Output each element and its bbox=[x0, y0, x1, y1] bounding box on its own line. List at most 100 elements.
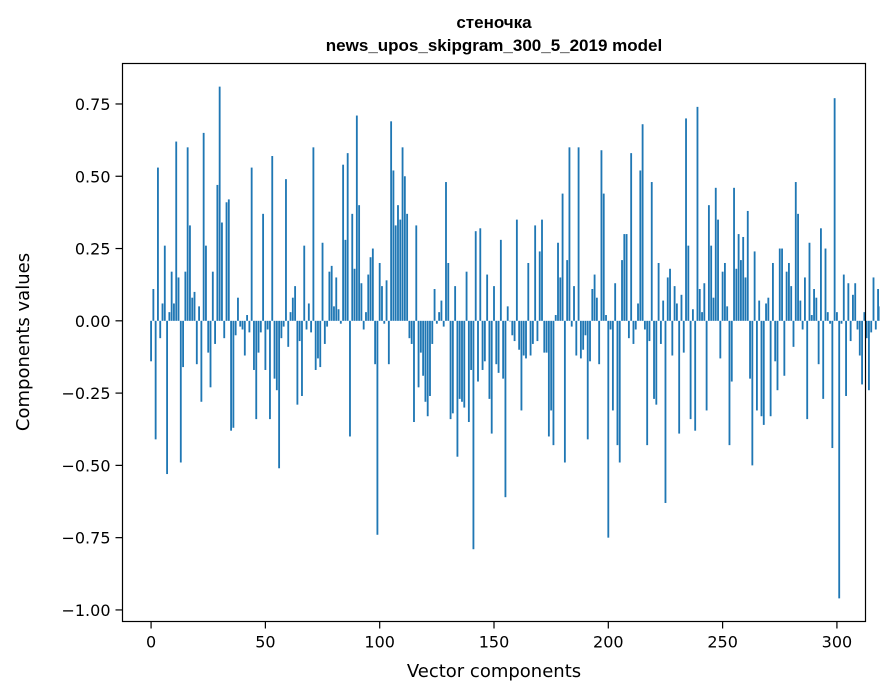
bar bbox=[495, 320, 498, 365]
bar bbox=[790, 286, 793, 321]
bar bbox=[467, 320, 470, 423]
bar bbox=[655, 320, 658, 405]
bar bbox=[669, 268, 671, 321]
bar bbox=[504, 320, 507, 498]
bar bbox=[863, 312, 866, 321]
bar bbox=[321, 242, 324, 321]
bar bbox=[287, 320, 290, 347]
bar bbox=[477, 320, 479, 382]
bar bbox=[664, 320, 667, 503]
bar bbox=[662, 300, 665, 321]
bar bbox=[337, 309, 340, 321]
bar bbox=[739, 260, 742, 321]
bar bbox=[742, 236, 745, 321]
bar bbox=[840, 320, 843, 324]
bar bbox=[579, 320, 582, 359]
bar bbox=[621, 260, 623, 321]
bar bbox=[744, 277, 747, 321]
bar bbox=[463, 320, 466, 408]
bar bbox=[653, 320, 655, 399]
bar bbox=[319, 320, 322, 368]
bar bbox=[481, 320, 484, 370]
bar bbox=[342, 164, 345, 321]
bar bbox=[557, 242, 559, 321]
bar bbox=[646, 320, 649, 446]
bar bbox=[719, 320, 722, 359]
bar bbox=[486, 274, 489, 321]
bar bbox=[415, 225, 418, 321]
bar bbox=[417, 320, 420, 388]
bar bbox=[575, 320, 578, 356]
bar bbox=[225, 202, 228, 321]
bar bbox=[163, 245, 166, 321]
bar bbox=[161, 303, 164, 321]
bar bbox=[152, 289, 155, 321]
bar bbox=[241, 320, 244, 330]
bar bbox=[824, 248, 827, 321]
bar bbox=[360, 283, 363, 321]
bar bbox=[710, 245, 713, 321]
y-tick-label: −0.75 bbox=[61, 529, 110, 548]
bar bbox=[758, 300, 761, 321]
y-tick-label: 0.50 bbox=[75, 167, 111, 186]
bar bbox=[239, 320, 242, 327]
bar bbox=[513, 320, 516, 342]
bar bbox=[426, 320, 429, 417]
bar bbox=[799, 300, 802, 321]
bar bbox=[721, 271, 724, 321]
bar bbox=[227, 199, 230, 321]
bar bbox=[591, 289, 594, 321]
bar bbox=[166, 320, 168, 475]
bar bbox=[616, 320, 619, 446]
bar bbox=[815, 297, 818, 321]
bar bbox=[374, 320, 377, 365]
bar bbox=[582, 320, 585, 350]
bar bbox=[698, 289, 701, 321]
bar bbox=[723, 262, 726, 321]
bar bbox=[177, 277, 180, 321]
bar bbox=[424, 320, 427, 402]
bar bbox=[157, 167, 159, 321]
bar bbox=[856, 320, 859, 330]
bar bbox=[762, 320, 765, 425]
bar bbox=[488, 320, 491, 399]
bar bbox=[845, 320, 847, 396]
bar bbox=[303, 245, 306, 321]
bar bbox=[611, 320, 614, 411]
bar bbox=[589, 320, 591, 362]
bar bbox=[440, 300, 443, 321]
bar bbox=[479, 228, 482, 321]
bar bbox=[385, 280, 388, 321]
bar bbox=[849, 320, 852, 342]
bar bbox=[383, 320, 386, 324]
bar bbox=[774, 320, 777, 362]
y-tick-label: 0.25 bbox=[75, 240, 111, 259]
bar bbox=[234, 320, 237, 336]
bar bbox=[259, 320, 262, 333]
bar bbox=[650, 182, 653, 321]
bar bbox=[520, 320, 523, 411]
bar bbox=[561, 193, 564, 321]
bar bbox=[577, 147, 580, 321]
bar bbox=[449, 320, 452, 420]
bar bbox=[776, 320, 779, 391]
bar bbox=[797, 213, 799, 321]
bar bbox=[291, 297, 294, 321]
bar bbox=[310, 320, 313, 333]
bar bbox=[273, 320, 276, 379]
y-tick-label: −0.25 bbox=[61, 384, 110, 403]
bar bbox=[365, 312, 367, 321]
chart-subtitle: news_upos_skipgram_300_5_2019 model bbox=[326, 36, 662, 55]
bar bbox=[685, 118, 687, 321]
bar bbox=[602, 193, 605, 321]
bar bbox=[351, 213, 354, 321]
bar bbox=[179, 320, 182, 463]
bar bbox=[778, 248, 781, 321]
bar bbox=[755, 320, 758, 411]
bar bbox=[691, 309, 694, 321]
bar bbox=[737, 234, 740, 321]
bar bbox=[328, 271, 331, 321]
bar bbox=[301, 320, 303, 396]
bar bbox=[458, 320, 461, 399]
bar bbox=[682, 320, 685, 353]
